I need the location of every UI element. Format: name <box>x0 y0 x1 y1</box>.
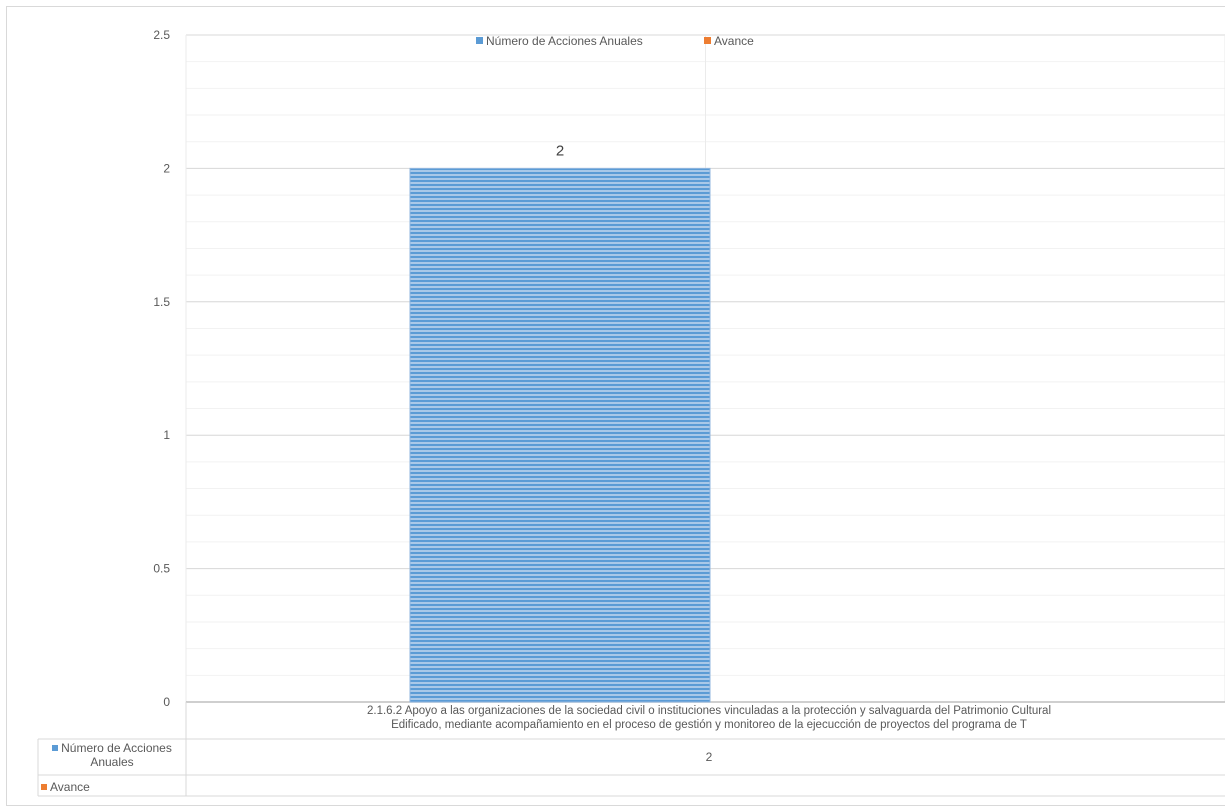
bar-series-1 <box>409 167 711 703</box>
series-2-label: Avance <box>50 780 90 794</box>
legend: Número de Acciones Anuales Avance <box>476 34 754 48</box>
y-tick-label: 2.5 <box>153 28 170 42</box>
category-label-line-1: 2.1.6.2 Apoyo a las organizaciones de la… <box>366 705 1051 717</box>
series-2-key-icon <box>41 784 47 790</box>
series-1-label-line-2: Anuales <box>90 755 134 769</box>
y-tick-label: 0 <box>163 695 170 709</box>
category-label: 2.1.6.2 Apoyo a las organizaciones de la… <box>186 704 1225 732</box>
legend-label-2: Avance <box>714 34 754 48</box>
bars: 2 <box>409 142 711 703</box>
data-table-grid <box>37 702 1225 797</box>
y-tick-label: 1 <box>163 428 170 442</box>
series-1-label-line-1: Número de Acciones <box>61 741 172 755</box>
bar-data-label: 2 <box>556 142 564 159</box>
y-axis-ticks: 0 0.5 1 1.5 2 2.5 <box>153 28 170 709</box>
data-table-series-label-2: Avance <box>41 780 90 794</box>
category-label-line-2: Edificado, mediante acompañamiento en el… <box>391 719 1027 731</box>
y-tick-label: 1.5 <box>153 295 170 309</box>
data-table-value-series-1: 2 <box>705 750 713 764</box>
legend-swatch-2 <box>704 37 711 44</box>
legend-swatch-1 <box>476 37 483 44</box>
chart-frame <box>6 6 1225 806</box>
series-1-key-icon <box>52 745 59 751</box>
legend-label-1: Número de Acciones Anuales <box>486 34 643 48</box>
y-tick-label: 0.5 <box>153 562 170 576</box>
data-table-series-label-1: Número de Acciones Anuales <box>38 741 186 769</box>
y-tick-label: 2 <box>163 161 170 175</box>
